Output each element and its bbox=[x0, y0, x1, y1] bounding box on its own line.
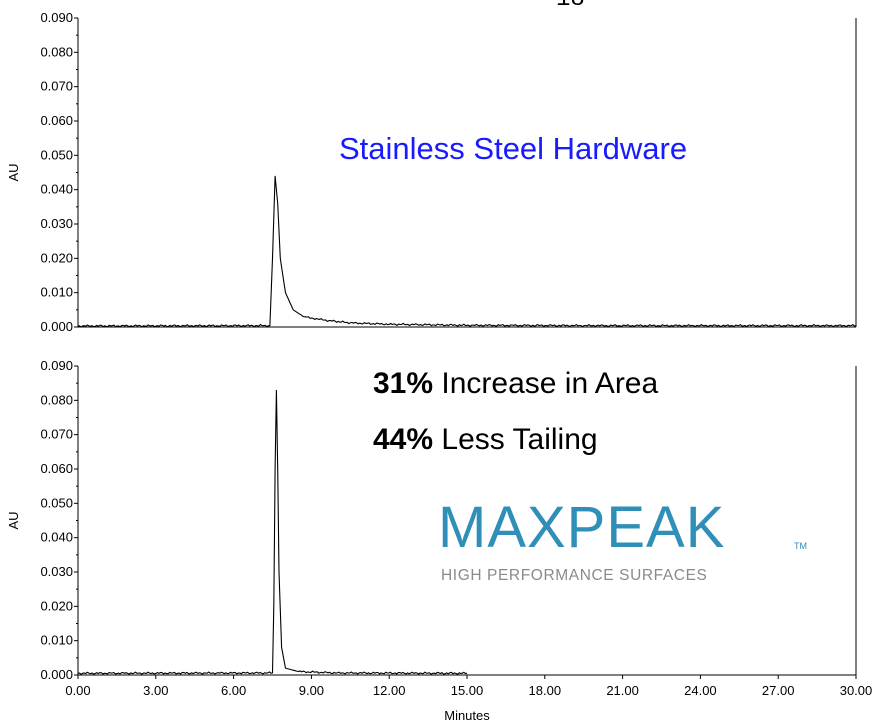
y-tick-label: 0.010 bbox=[40, 633, 73, 648]
less-tailing-value: 44% bbox=[373, 423, 434, 456]
x-tick-label: 30.00 bbox=[840, 683, 873, 698]
y-tick-label: 0.040 bbox=[40, 530, 73, 545]
x-tick-label: 27.00 bbox=[762, 683, 795, 698]
y-tick-label: 0.090 bbox=[40, 10, 73, 25]
y-tick-label: 0.020 bbox=[40, 250, 73, 265]
x-tick-label: 24.00 bbox=[684, 683, 717, 698]
x-axis-label: Minutes bbox=[444, 708, 490, 723]
maxpeak-logo-word: MAXPEAK bbox=[438, 495, 726, 560]
chart-maxpeak: 0.000 0.010 0.020 0.030 0.040 0.050 0.060 0.070… bbox=[6, 358, 872, 723]
x-tick-label: 9.00 bbox=[299, 683, 324, 698]
y-tick-label: 0.030 bbox=[40, 216, 73, 231]
area-increase-text: Increase in Area bbox=[433, 367, 659, 400]
y-tick-label: 0.030 bbox=[40, 564, 73, 579]
x-tick-label: 18.00 bbox=[529, 683, 562, 698]
maxpeak-logo-tm: TM bbox=[794, 541, 807, 551]
y-tick-label: 0.060 bbox=[40, 461, 73, 476]
y-tick-label: 0.070 bbox=[40, 427, 73, 442]
y-tick-label: 0.080 bbox=[40, 392, 73, 407]
chromatogram-trace bbox=[77, 175, 857, 328]
chromatogram-trace bbox=[77, 389, 468, 675]
chart-stainless-steel: 0.000 0.010 0.020 0.030 0.040 0.050 0.060 0.070… bbox=[6, 10, 857, 334]
y-axis-label: AU bbox=[6, 163, 21, 181]
y-tick-label: 0.000 bbox=[40, 319, 73, 334]
annotation-area-increase: 31% Increase in Area bbox=[373, 367, 658, 401]
x-tick-label: 6.00 bbox=[221, 683, 246, 698]
y-tick-label: 0.070 bbox=[40, 79, 73, 94]
y-tick-label: 0.000 bbox=[40, 667, 73, 682]
header-fragment: 18 bbox=[556, 0, 585, 13]
x-tick-label: 21.00 bbox=[606, 683, 639, 698]
maxpeak-logo-subtitle: HIGH PERFORMANCE SURFACES bbox=[441, 567, 708, 584]
annotation-stainless-steel: Stainless Steel Hardware bbox=[339, 131, 688, 166]
y-axis-label: AU bbox=[6, 511, 21, 529]
y-tick-label: 0.050 bbox=[40, 495, 73, 510]
x-tick-label: 0.00 bbox=[65, 683, 90, 698]
annotation-less-tailing: 44% Less Tailing bbox=[373, 423, 598, 457]
less-tailing-text: Less Tailing bbox=[433, 423, 598, 456]
y-tick-label: 0.020 bbox=[40, 598, 73, 613]
y-tick-label: 0.090 bbox=[40, 358, 73, 373]
x-tick-label: 12.00 bbox=[373, 683, 406, 698]
x-tick-label: 3.00 bbox=[143, 683, 168, 698]
y-tick-label: 0.050 bbox=[40, 147, 73, 162]
y-tick-label: 0.060 bbox=[40, 113, 73, 128]
area-increase-value: 31% bbox=[373, 367, 434, 400]
x-tick-label: 15.00 bbox=[451, 683, 484, 698]
y-tick-label: 0.040 bbox=[40, 182, 73, 197]
y-tick-label: 0.080 bbox=[40, 44, 73, 59]
y-tick-label: 0.010 bbox=[40, 285, 73, 300]
